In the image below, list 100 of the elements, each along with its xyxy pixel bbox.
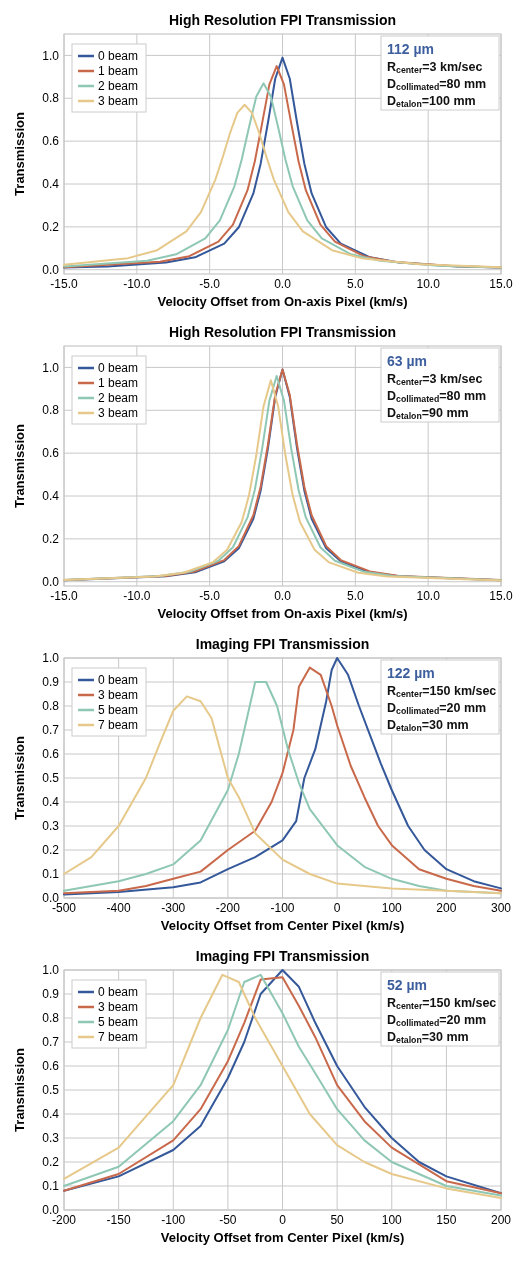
y-tick-label: 0.2 <box>42 843 60 858</box>
x-axis-title: Velocity Offset from Center Pixel (km/s) <box>160 918 405 933</box>
x-tick-label: -5.0 <box>199 589 221 603</box>
y-tick-label: 0.5 <box>42 1083 60 1098</box>
legend-label: 0 beam <box>98 49 139 64</box>
x-tick-label: 5.0 <box>346 277 364 291</box>
x-tick-label: -500 <box>51 901 77 915</box>
legend-label: 0 beam <box>98 673 139 688</box>
annotation: R$_{center}$=3 km/sec <box>387 60 483 76</box>
y-axis-title: Transmission <box>12 736 27 820</box>
annotation: R$_{center}$=150 km/sec <box>387 996 497 1012</box>
y-tick-label: 0.3 <box>42 819 60 834</box>
x-tick-label: -200 <box>51 1213 77 1227</box>
x-tick-label: 10.0 <box>416 277 441 291</box>
legend-label: 1 beam <box>98 64 139 79</box>
y-tick-label: 0.5 <box>42 771 60 786</box>
y-tick-label: 0.9 <box>42 675 60 690</box>
legend-label: 3 beam <box>98 688 139 703</box>
y-tick-label: 1.0 <box>42 360 60 375</box>
x-tick-label: 5.0 <box>346 589 364 603</box>
annotation: 122 µm <box>387 665 435 681</box>
x-tick-label: -15.0 <box>50 277 78 291</box>
legend-label: 0 beam <box>98 985 139 1000</box>
annotation: R$_{center}$=3 km/sec <box>387 372 483 388</box>
y-tick-label: 0.4 <box>42 177 60 192</box>
x-tick-label: -150 <box>106 1213 131 1227</box>
x-tick-label: 200 <box>436 901 457 915</box>
y-tick-label: 0.8 <box>42 1011 60 1026</box>
x-tick-label: 15.0 <box>489 589 513 603</box>
y-tick-label: 0.2 <box>42 220 60 235</box>
y-tick-label: 0.6 <box>42 1059 60 1074</box>
x-tick-label: -10.0 <box>123 277 151 291</box>
x-tick-label: -10.0 <box>123 589 151 603</box>
x-tick-label: 150 <box>436 1213 457 1227</box>
legend-label: 0 beam <box>98 361 139 376</box>
y-tick-label: 0.0 <box>42 574 60 589</box>
annotation: 112 µm <box>387 41 434 57</box>
x-tick-label: -200 <box>215 901 241 915</box>
legend-label: 3 beam <box>98 1000 139 1015</box>
annotation: 63 µm <box>387 353 427 369</box>
x-tick-label: -5.0 <box>199 277 221 291</box>
y-tick-label: 0.0 <box>42 262 60 277</box>
legend-label: 2 beam <box>98 391 139 406</box>
x-tick-label: 0.0 <box>274 277 292 291</box>
x-tick-label: -100 <box>270 901 295 915</box>
x-tick-label: -15.0 <box>50 589 78 603</box>
y-tick-label: 0.2 <box>42 1155 60 1170</box>
y-tick-label: 0.8 <box>42 403 60 418</box>
x-tick-label: -400 <box>106 901 131 915</box>
y-tick-label: 0.7 <box>42 1035 60 1050</box>
y-tick-label: 0.4 <box>42 795 60 810</box>
x-axis-title: Velocity Offset from On-axis Pixel (km/s) <box>157 294 408 309</box>
x-tick-label: 0 <box>279 1213 287 1227</box>
x-axis-title: Velocity Offset from Center Pixel (km/s) <box>160 1230 405 1245</box>
x-tick-label: 15.0 <box>489 277 513 291</box>
x-tick-label: 50 <box>330 1213 345 1227</box>
legend-label: 1 beam <box>98 376 139 391</box>
x-axis-title: Velocity Offset from On-axis Pixel (km/s) <box>157 606 408 621</box>
y-tick-label: 0.2 <box>42 532 60 547</box>
x-tick-label: -50 <box>219 1213 237 1227</box>
legend-label: 7 beam <box>98 1030 139 1045</box>
legend-label: 2 beam <box>98 79 139 94</box>
legend-label: 5 beam <box>98 703 139 718</box>
x-tick-label: 300 <box>490 901 512 915</box>
x-tick-label: 0 <box>333 901 341 915</box>
x-tick-label: -300 <box>161 901 186 915</box>
annotation: 52 µm <box>387 977 427 993</box>
annotation: D$_{collimated}$=20 mm <box>387 1013 487 1029</box>
y-tick-label: 0.8 <box>42 91 60 106</box>
annotation: D$_{etalon}$=100 mm <box>387 94 476 110</box>
x-tick-label: 10.0 <box>416 589 441 603</box>
annotation: D$_{collimated}$=20 mm <box>387 701 487 717</box>
annotation: D$_{etalon}$=30 mm <box>387 1030 469 1046</box>
chart-title: High Resolution FPI Transmission <box>168 12 397 28</box>
y-tick-label: 0.1 <box>42 867 60 882</box>
y-tick-label: 0.6 <box>42 134 60 149</box>
legend-label: 5 beam <box>98 1015 139 1030</box>
x-tick-label: -100 <box>161 1213 186 1227</box>
y-tick-label: 1.0 <box>42 651 60 666</box>
annotation: D$_{etalon}$=90 mm <box>387 406 469 422</box>
legend-label: 7 beam <box>98 718 139 733</box>
chart-title: High Resolution FPI Transmission <box>168 324 397 340</box>
y-tick-label: 0.1 <box>42 1179 60 1194</box>
y-tick-label: 1.0 <box>42 963 60 978</box>
legend-label: 3 beam <box>98 406 139 421</box>
annotation: D$_{collimated}$=80 mm <box>387 389 487 405</box>
x-tick-label: 200 <box>490 1213 512 1227</box>
y-tick-label: 0.6 <box>42 446 60 461</box>
x-tick-label: 0.0 <box>274 589 292 603</box>
y-tick-label: 0.3 <box>42 1131 60 1146</box>
y-tick-label: 0.4 <box>42 489 60 504</box>
y-tick-label: 0.8 <box>42 699 60 714</box>
y-tick-label: 0.4 <box>42 1107 60 1122</box>
y-tick-label: 0.9 <box>42 987 60 1002</box>
y-tick-label: 0.7 <box>42 723 60 738</box>
x-tick-label: 100 <box>381 901 403 915</box>
chart-title: Imaging FPI Transmission <box>195 636 370 652</box>
x-tick-label: 100 <box>381 1213 403 1227</box>
y-axis-title: Transmission <box>12 112 27 196</box>
chart-title: Imaging FPI Transmission <box>195 948 370 964</box>
